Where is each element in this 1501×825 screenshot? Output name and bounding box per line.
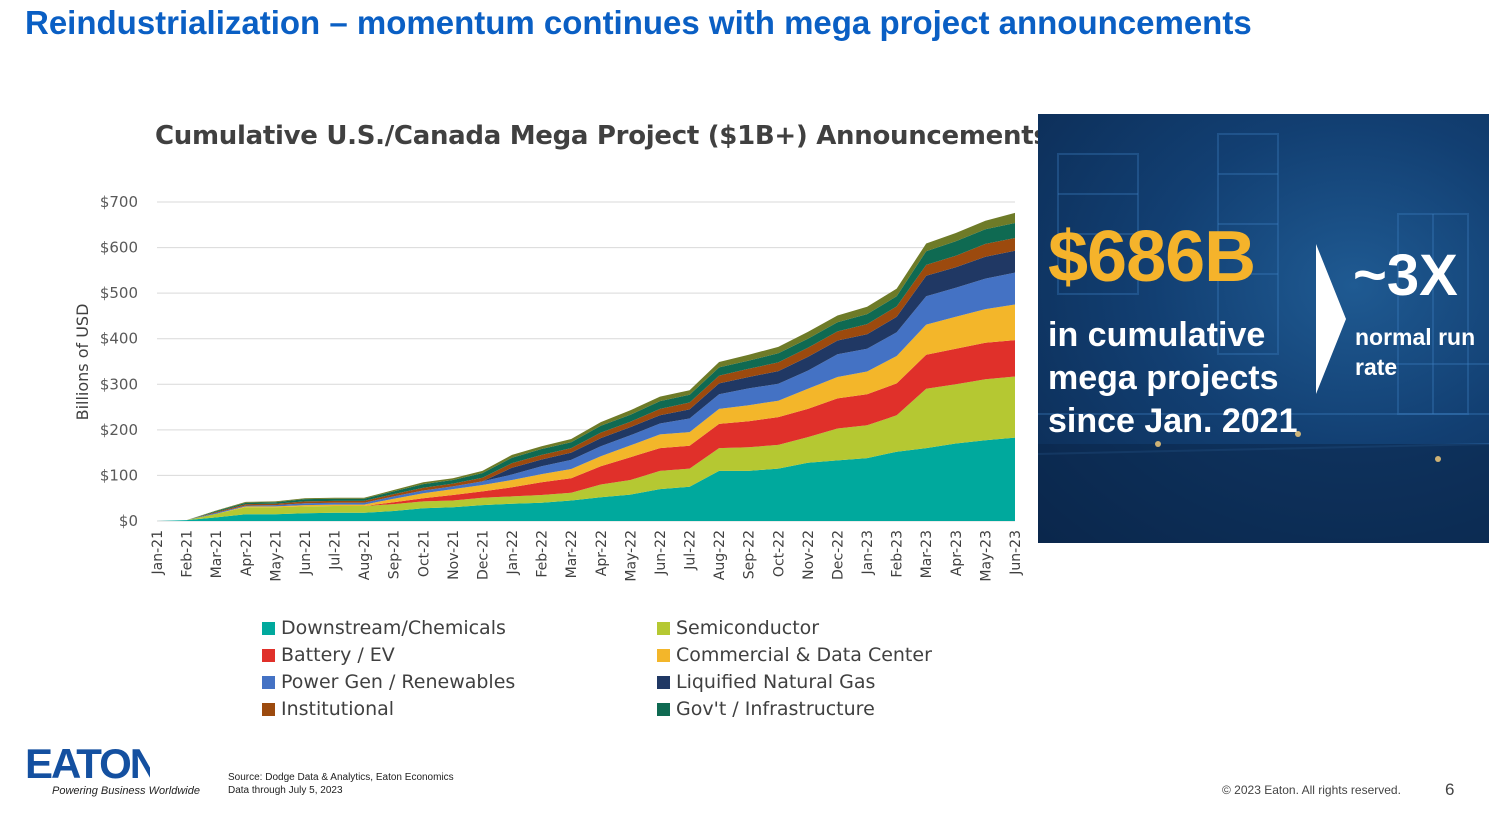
- x-tick-label: Apr-23: [949, 530, 965, 576]
- x-tick-label: Sep-21: [387, 530, 403, 579]
- slide-title: Reindustrialization – momentum continues…: [25, 4, 1252, 41]
- x-tick-label: Aug-22: [712, 530, 728, 580]
- run-rate-line-1: normal run: [1355, 324, 1476, 350]
- x-tick-label: Apr-22: [594, 530, 610, 576]
- y-tick-label: $100: [100, 466, 138, 484]
- source-line-2: Data through July 5, 2023: [228, 785, 343, 796]
- x-tick-label: Oct-21: [416, 530, 432, 577]
- area-other: [157, 212, 1015, 521]
- eaton-logo: EATON: [25, 744, 150, 782]
- legend-item-commercial: Commercial & Data Center: [657, 644, 932, 666]
- x-tick-label: Apr-21: [239, 530, 255, 576]
- legend-label: Semiconductor: [676, 617, 820, 639]
- cumulative-total-value: $686B: [1048, 217, 1256, 297]
- legend-swatch: [657, 675, 670, 689]
- x-tick-label: Dec-21: [475, 530, 491, 580]
- area-series: [157, 212, 1015, 522]
- area-power-gen-renewables: [157, 272, 1015, 521]
- source-note: Source: Dodge Data & Analytics, Eaton Ec…: [228, 771, 454, 797]
- y-tick-label: $600: [100, 239, 138, 257]
- x-tick-label: Jul-21: [328, 530, 344, 571]
- legend-item-power-gen: Power Gen / Renewables: [262, 671, 515, 693]
- callout-line-2: mega projects: [1048, 359, 1279, 397]
- legend-item-battery: Battery / EV: [262, 644, 395, 666]
- area-gov-t-infrastructure: [157, 223, 1015, 521]
- callout-line-3: since Jan. 2021: [1048, 402, 1298, 440]
- y-axis-label: Billions of USD: [73, 304, 92, 421]
- run-rate-description: normal run rate: [1355, 322, 1475, 382]
- legend-label: Commercial & Data Center: [676, 644, 932, 666]
- svg-text:EATON: EATON: [25, 744, 150, 782]
- area-semiconductor: [157, 376, 1015, 521]
- legend-item-institutional: Institutional: [262, 698, 394, 720]
- legend-swatch: [657, 648, 670, 662]
- legend-item-lng: Liquified Natural Gas: [657, 671, 875, 693]
- x-tick-label: Jan-22: [505, 530, 521, 575]
- x-tick-label: Nov-21: [446, 530, 462, 580]
- chevron-right-icon: [1316, 244, 1346, 394]
- run-rate-line-2: rate: [1355, 354, 1398, 380]
- legend-item-downstream: Downstream/Chemicals: [262, 617, 506, 639]
- x-tick-label: May-23: [978, 530, 994, 582]
- callout-panel: $686B in cumulative mega projects since …: [1038, 114, 1489, 543]
- legend-swatch: [262, 702, 275, 716]
- x-tick-label: Mar-23: [919, 530, 935, 578]
- area-institutional: [157, 238, 1015, 521]
- legend-swatch: [262, 621, 275, 635]
- x-tick-label: May-21: [268, 530, 284, 582]
- x-tick-label: Jan-21: [150, 530, 166, 575]
- x-tick-label: Jun-22: [653, 530, 669, 576]
- x-tick-label: Mar-21: [209, 530, 225, 578]
- legend-item-govt: Gov't / Infrastructure: [657, 698, 875, 720]
- x-tick-label: Aug-21: [357, 530, 373, 580]
- x-tick-label: Nov-22: [801, 530, 817, 580]
- x-tick-label: May-22: [623, 530, 639, 582]
- callout-line-1: in cumulative: [1048, 316, 1266, 354]
- legend-label: Institutional: [281, 698, 395, 720]
- logo-tagline: Powering Business Worldwide: [52, 785, 200, 797]
- x-tick-label: Jun-21: [298, 530, 314, 576]
- stacked-area-chart: $0 $100 $200 $300 $400 $500 $600 $700 Jan-21 Feb…: [73, 193, 1024, 582]
- y-tick-label: $0: [119, 512, 138, 530]
- source-line-1: Source: Dodge Data & Analytics, Eaton Ec…: [228, 772, 454, 783]
- copyright: © 2023 Eaton. All rights reserved.: [1222, 783, 1401, 797]
- x-tick-label: Sep-22: [742, 530, 758, 579]
- area-downstream-chemicals: [157, 437, 1015, 521]
- x-tick-label: Feb-23: [890, 530, 906, 578]
- legend-swatch: [262, 675, 275, 689]
- area-battery-ev: [157, 340, 1015, 521]
- legend-label: Battery / EV: [281, 644, 395, 666]
- y-tick-label: $300: [100, 375, 138, 393]
- legend-label: Downstream/Chemicals: [281, 617, 506, 639]
- chart-title: Cumulative U.S./Canada Mega Project ($1B…: [155, 121, 1049, 151]
- x-tick-label: Jun-23: [1008, 530, 1024, 576]
- callout-description: in cumulative mega projects since Jan. 2…: [1048, 314, 1298, 443]
- x-tick-label: Mar-22: [564, 530, 580, 578]
- legend-swatch: [262, 648, 275, 662]
- legend-swatch: [657, 621, 670, 635]
- y-tick-label: $700: [100, 193, 138, 211]
- x-tick-label: Feb-22: [535, 530, 551, 578]
- y-tick-label: $400: [100, 330, 138, 348]
- run-rate-multiple: ~3X: [1353, 243, 1458, 308]
- legend-label: Gov't / Infrastructure: [676, 698, 875, 720]
- y-tick-label: $500: [100, 284, 138, 302]
- x-tick-label: Feb-21: [180, 530, 196, 578]
- legend-label: Liquified Natural Gas: [676, 671, 876, 693]
- y-axis-ticks: $0 $100 $200 $300 $400 $500 $600 $700: [100, 193, 138, 530]
- x-tick-label: Dec-22: [830, 530, 846, 580]
- x-axis-ticks: Jan-21 Feb-21 Mar-21 Apr-21 May-21 Jun-21 Jul-…: [150, 530, 1024, 582]
- legend-swatch: [657, 702, 670, 716]
- area-liquified-natural-gas: [157, 250, 1015, 522]
- legend-item-semiconductor: Semiconductor: [657, 617, 819, 639]
- x-tick-label: Oct-22: [771, 530, 787, 577]
- x-tick-label: Jul-22: [683, 530, 699, 571]
- y-tick-label: $200: [100, 421, 138, 439]
- legend-label: Power Gen / Renewables: [281, 671, 516, 693]
- industrial-background-image: [1038, 133, 1489, 543]
- area-commercial-data-center: [157, 304, 1015, 521]
- page-number: 6: [1445, 780, 1455, 799]
- x-tick-label: Jan-23: [860, 530, 876, 575]
